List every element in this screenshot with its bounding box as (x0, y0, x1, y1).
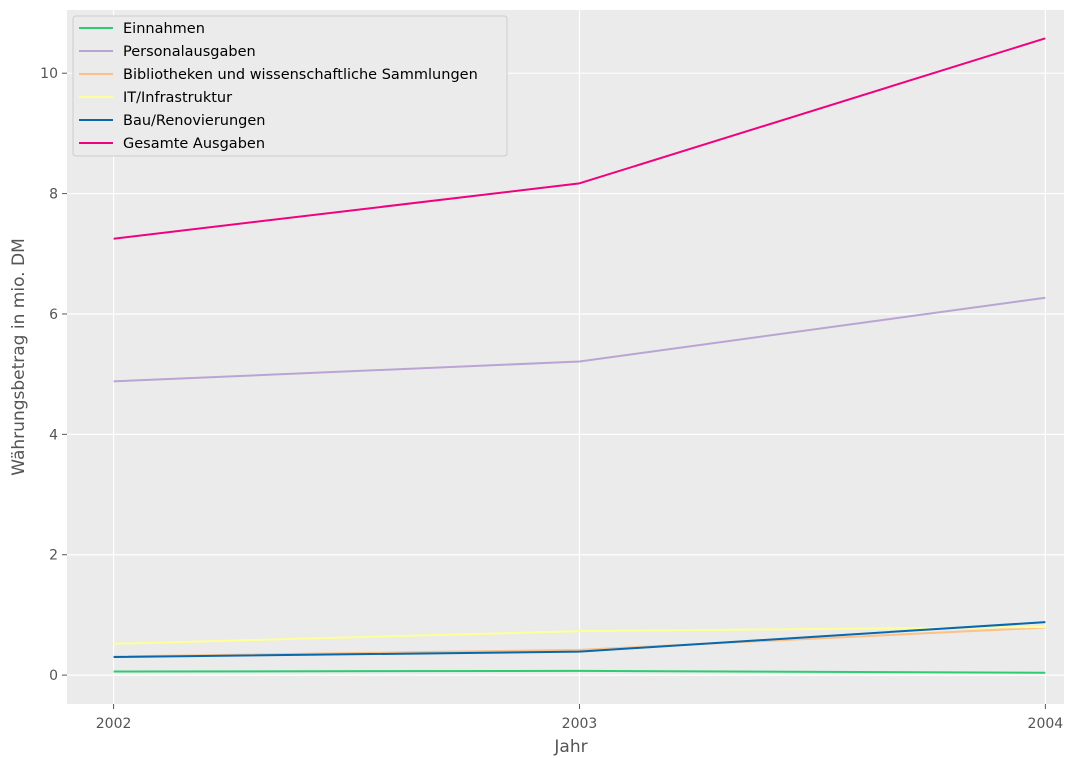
legend-label: Einnahmen (123, 21, 205, 37)
y-axis-ticks: 0 2 4 6 8 10 (40, 66, 67, 684)
x-tick-label: 2003 (562, 716, 598, 732)
series-line-gesamte-ausgaben (113, 37, 1046, 240)
series-line-bau-renovierungen (113, 621, 1046, 659)
gridlines (67, 10, 1064, 704)
y-tick-label: 10 (40, 66, 58, 82)
series-line-bibliotheken-und-wissenschaftliche-sammlungen (113, 626, 1046, 658)
y-tick-label: 6 (49, 307, 58, 323)
x-axis-label: Jahr (553, 737, 587, 757)
series-lines (113, 37, 1046, 674)
legend-label: Gesamte Ausgaben (123, 136, 265, 152)
y-tick-label: 0 (49, 668, 58, 684)
legend: Einnahmen Personalausgaben Bibliotheken un… (72, 15, 508, 157)
y-tick-label: 4 (49, 427, 58, 443)
x-axis-ticks: 2002 2003 2004 (96, 704, 1063, 732)
legend-label: Bau/Renovierungen (123, 113, 266, 129)
series-line-personalausgaben (113, 296, 1046, 383)
y-axis-label: Währungsbetrag in mio. DM (9, 238, 29, 475)
y-tick-label: 8 (49, 187, 58, 203)
legend-box (72, 15, 508, 157)
y-tick-label: 2 (49, 548, 58, 564)
legend-label: Personalausgaben (123, 44, 256, 60)
x-tick-label: 2002 (96, 716, 132, 732)
series-line-it-infrastruktur (113, 625, 1046, 645)
x-tick-label: 2004 (1028, 716, 1064, 732)
series-line-einnahmen (113, 669, 1046, 674)
legend-label: Bibliotheken und wissenschaftliche Samml… (123, 67, 478, 83)
legend-label: IT/Infrastruktur (123, 90, 232, 106)
